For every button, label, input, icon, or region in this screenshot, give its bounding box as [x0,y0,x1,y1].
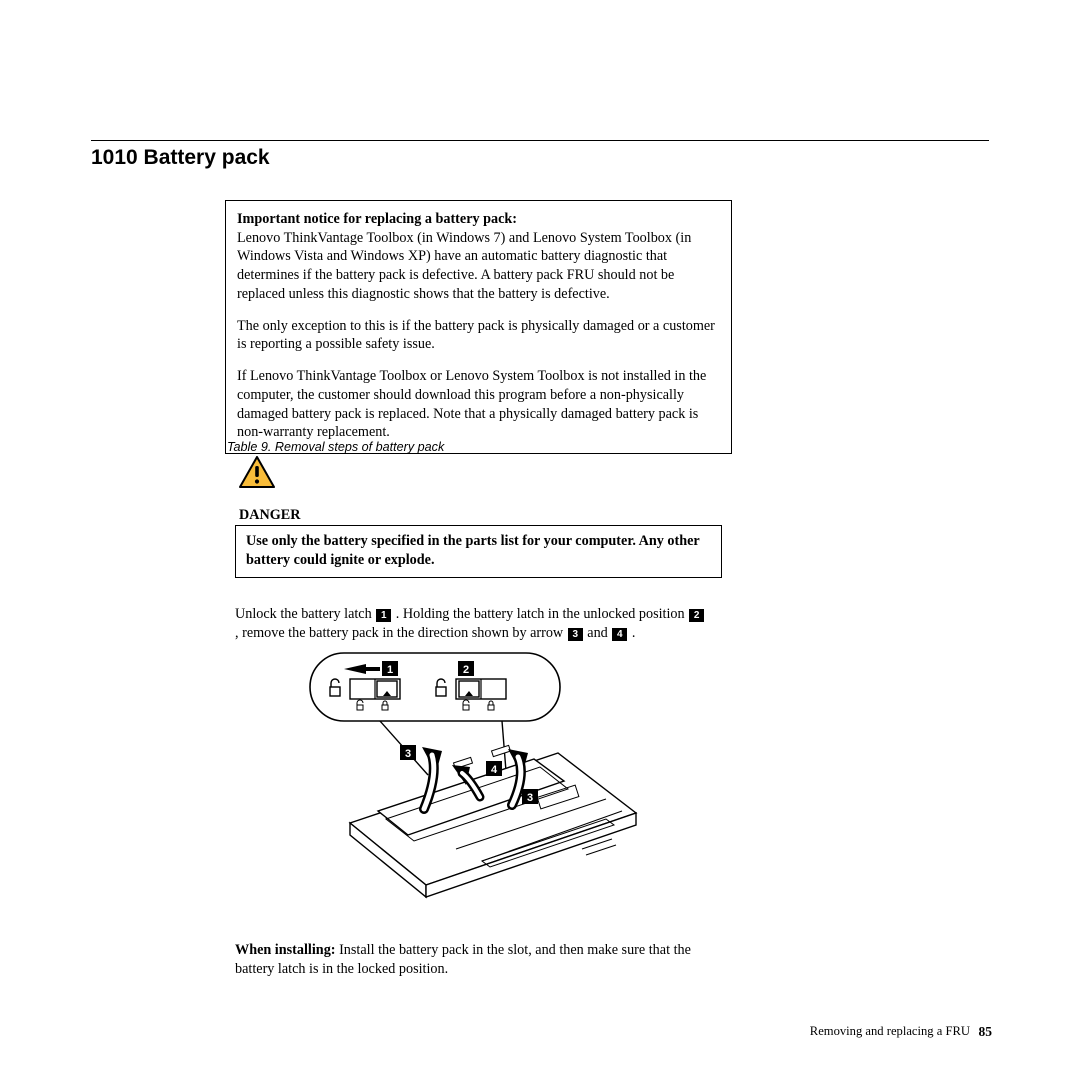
svg-text:1: 1 [387,664,393,676]
install-note: When installing: Install the battery pac… [235,941,710,978]
svg-text:4: 4 [491,764,498,776]
warning-icon [239,456,275,493]
danger-text: Use only the battery specified in the pa… [246,533,699,568]
svg-text:3: 3 [527,792,533,804]
danger-box: Use only the battery specified in the pa… [235,525,722,578]
instr-text: . [632,625,636,641]
notice-title: Important notice for replacing a battery… [237,211,517,227]
callout-2: 2 [689,609,704,622]
callout-4: 4 [612,628,627,641]
instr-text: and [587,625,611,641]
instruction-paragraph: Unlock the battery latch 1 . Holding the… [235,605,710,642]
notice-p1: Lenovo ThinkVantage Toolbox (in Windows … [237,230,691,302]
svg-text:2: 2 [463,664,469,676]
notice-p3: If Lenovo ThinkVantage Toolbox or Lenovo… [237,367,720,442]
heading-rule [91,140,989,141]
notice-p2: The only exception to this is if the bat… [237,317,720,354]
install-bold: When installing: [235,942,336,958]
footer-section: Removing and replacing a FRU [810,1024,970,1039]
callout-3: 3 [568,628,583,641]
danger-label: DANGER [239,507,300,524]
footer-page-number: 85 [979,1024,993,1040]
section-heading: 1010 Battery pack [91,146,270,170]
instr-text: Unlock the battery latch [235,606,375,622]
table-caption: Table 9. Removal steps of battery pack [227,440,444,454]
instr-text: . Holding the battery latch in the unloc… [396,606,688,622]
callout-1: 1 [376,609,391,622]
battery-removal-diagram: 1 2 [306,649,646,909]
page: 1010 Battery pack Important notice for r… [0,0,1080,1080]
svg-text:3: 3 [405,748,411,760]
instr-text: , remove the battery pack in the directi… [235,625,567,641]
important-notice-box: Important notice for replacing a battery… [225,200,732,454]
